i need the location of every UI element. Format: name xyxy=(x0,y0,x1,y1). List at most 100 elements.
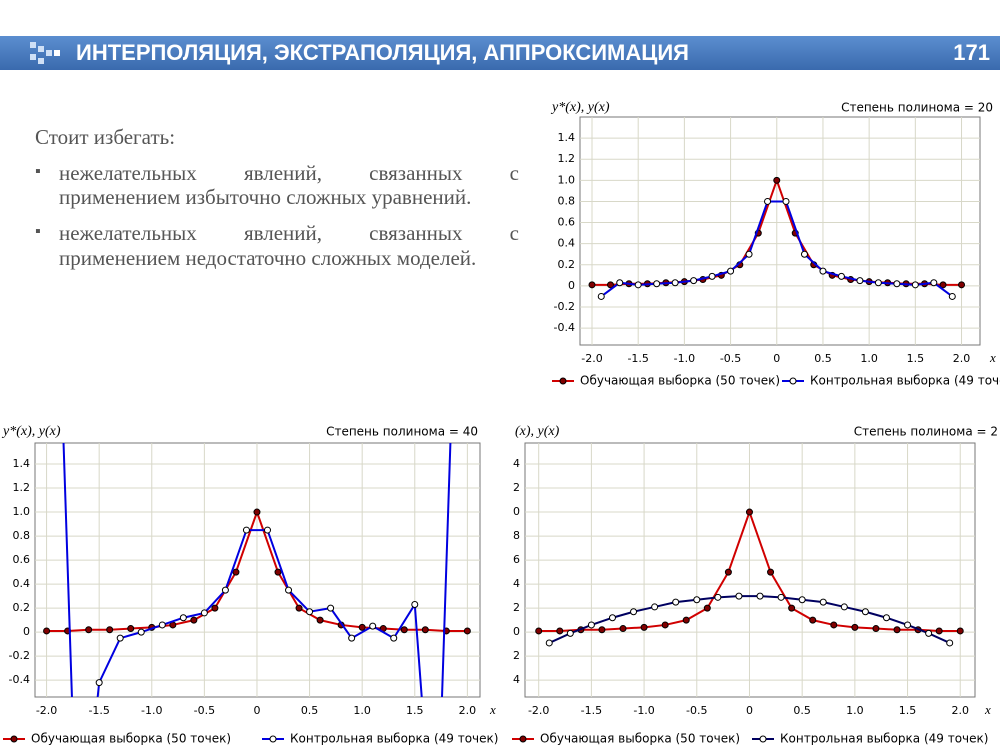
data-point xyxy=(724,568,732,576)
data-point xyxy=(390,634,398,642)
data-point xyxy=(767,568,775,576)
data-point xyxy=(958,281,966,289)
x-tick-label: 2.0 xyxy=(459,704,477,717)
data-point xyxy=(295,604,303,612)
x-tick-label: -0.5 xyxy=(194,704,215,717)
data-point xyxy=(54,245,60,251)
plot-area xyxy=(34,442,481,698)
legend-label: Обучающая выборка (50 точек) xyxy=(580,374,780,388)
data-point xyxy=(935,627,943,635)
y-tick-label: 0.4 xyxy=(558,237,576,250)
data-point xyxy=(745,508,753,516)
intro: Стоит избегать: xyxy=(35,125,176,149)
data-point xyxy=(690,277,698,285)
data-point xyxy=(661,621,669,629)
x-tick-label: -1.0 xyxy=(633,704,654,717)
legend-marker xyxy=(269,735,277,743)
data-point xyxy=(211,604,219,612)
slide-title: ИНТЕРПОЛЯЦИЯ, ЭКСТРАПОЛЯЦИЯ, АППРОКСИМАЦ… xyxy=(76,40,689,65)
data-point xyxy=(851,623,859,631)
y-tick-label: 4 xyxy=(513,673,520,686)
x-tick-label: 0.5 xyxy=(301,704,319,717)
data-point xyxy=(735,592,743,600)
data-point xyxy=(672,598,680,606)
data-point xyxy=(651,603,659,611)
header-icon xyxy=(30,42,60,64)
data-point xyxy=(400,626,408,634)
data-point xyxy=(587,621,595,629)
data-point xyxy=(798,596,806,604)
chart-title: y*(x), y(x) xyxy=(550,100,610,115)
data-point xyxy=(348,634,356,642)
x-tick-label: -1.5 xyxy=(627,352,648,365)
data-point xyxy=(930,279,938,287)
x-tick-label: 1.0 xyxy=(353,704,371,717)
data-point xyxy=(708,272,716,280)
x-tick-label: 0 xyxy=(773,352,780,365)
x-axis-label: x xyxy=(489,702,496,717)
bullet: нежелательных явлений, связанных с приме… xyxy=(35,221,519,269)
x-tick-label: 1.5 xyxy=(406,704,424,717)
y-tick-label: 0.2 xyxy=(13,601,31,614)
x-tick-label: 2.0 xyxy=(951,704,969,717)
y-tick-label: 2 xyxy=(513,481,520,494)
data-point xyxy=(714,593,722,601)
data-point xyxy=(756,592,764,600)
x-axis-label: x xyxy=(984,702,991,717)
legend-label: Контрольная выборка (49 точек) xyxy=(290,732,498,746)
chart-subtitle: Степень полинома = 20 xyxy=(841,101,993,115)
data-point xyxy=(856,277,864,285)
data-point xyxy=(454,245,460,251)
data-point xyxy=(411,601,419,609)
data-point xyxy=(773,176,781,184)
data-point xyxy=(190,616,198,624)
data-point xyxy=(242,526,250,534)
page-number: 171 xyxy=(953,40,990,65)
y-tick-label: 0 xyxy=(513,625,520,638)
data-point xyxy=(634,281,642,289)
data-point xyxy=(137,628,145,636)
y-tick-label: 4 xyxy=(513,577,520,590)
data-point xyxy=(556,627,564,635)
data-point xyxy=(640,623,648,631)
data-point xyxy=(764,197,772,205)
y-tick-label: 0.6 xyxy=(558,216,576,229)
legend-marker xyxy=(789,377,797,385)
data-point xyxy=(616,279,624,287)
data-point xyxy=(840,603,848,611)
data-point xyxy=(106,626,114,634)
legend-marker xyxy=(559,377,567,385)
data-point xyxy=(306,608,314,616)
y-tick-label: 1.4 xyxy=(13,457,31,470)
y-tick-label: 6 xyxy=(513,553,520,566)
y-tick-label: 8 xyxy=(513,529,520,542)
data-point xyxy=(358,623,366,631)
data-point xyxy=(566,629,574,637)
data-point xyxy=(727,267,735,275)
data-point xyxy=(911,281,919,289)
body-text: Стоит избегать: нежелательных явлений, с… xyxy=(35,125,519,270)
data-point xyxy=(788,604,796,612)
x-tick-label: 0.5 xyxy=(793,704,811,717)
data-point xyxy=(221,586,229,594)
series-line xyxy=(548,595,951,644)
chart-subtitle: Степень полинома = 40 xyxy=(326,425,478,439)
data-point xyxy=(893,626,901,634)
y-tick-label: 0 xyxy=(23,625,30,638)
data-point xyxy=(671,279,679,287)
data-point xyxy=(421,626,429,634)
data-point xyxy=(545,639,553,647)
data-point xyxy=(630,608,638,616)
x-tick-label: -1.0 xyxy=(674,352,695,365)
data-point xyxy=(653,280,661,288)
y-tick-label: 0.2 xyxy=(558,258,576,271)
x-tick-label: 0.5 xyxy=(814,352,832,365)
data-point xyxy=(946,639,954,647)
y-tick-label: 1.2 xyxy=(13,481,31,494)
y-tick-label: 0.4 xyxy=(13,577,31,590)
data-point xyxy=(274,568,282,576)
x-tick-label: -2.0 xyxy=(581,352,602,365)
data-point xyxy=(800,250,808,258)
data-point xyxy=(893,280,901,288)
data-point xyxy=(588,281,596,289)
